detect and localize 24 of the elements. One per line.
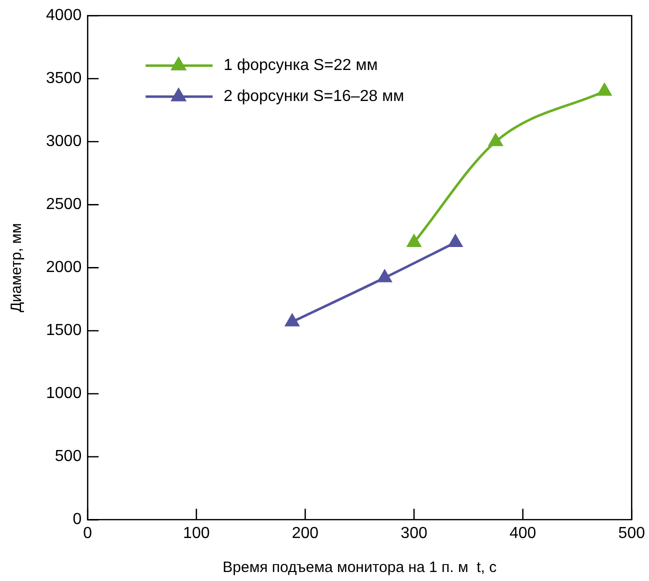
- legend-label: 1 форсунка S=22 мм: [224, 57, 378, 74]
- point: [406, 233, 422, 247]
- x-tick-label: 200: [292, 524, 319, 542]
- point: [596, 82, 612, 96]
- point: [376, 268, 392, 282]
- point: [488, 132, 504, 146]
- y-tick-label: 2000: [46, 259, 82, 276]
- y-tick-label: 1500: [46, 322, 82, 340]
- x-tick-label: 100: [183, 524, 210, 542]
- y-tick-label: 500: [54, 448, 82, 466]
- y-tick-label: 0: [72, 511, 82, 528]
- y-tick-label: 3500: [46, 70, 82, 88]
- y-axis-title: Диаметр, мм: [8, 223, 26, 312]
- x-axis-title: Время подъема монитора на 1 п. м t, с: [222, 559, 498, 576]
- x-tick-label: 500: [618, 524, 646, 542]
- y-tick-label: 3000: [46, 133, 82, 150]
- y-tick-label: 4000: [46, 7, 82, 24]
- y-tick-label: 1000: [46, 385, 82, 402]
- x-tick-label: 300: [400, 524, 428, 542]
- point: [448, 233, 464, 247]
- y-tick-label: 2500: [46, 196, 82, 214]
- point: [284, 312, 300, 326]
- legend-label: 2 форсунки S=16–28 мм: [224, 88, 404, 106]
- x-tick-label: 400: [509, 524, 536, 542]
